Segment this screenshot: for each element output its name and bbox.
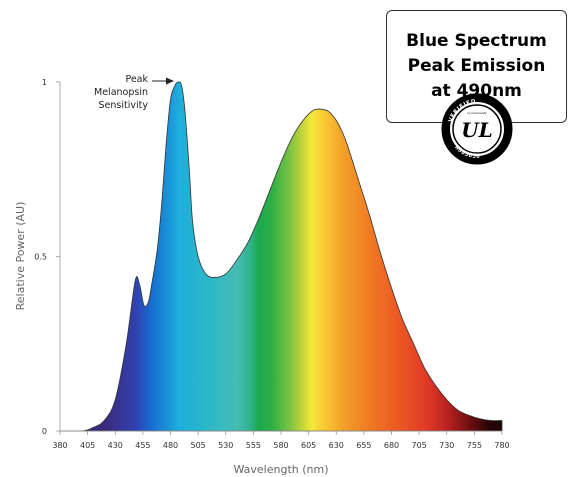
x-tick-label: 755 [467, 441, 482, 450]
badge-ring [442, 94, 512, 164]
badge-small-text: ul.com/verify [467, 111, 487, 115]
spectrum-area [60, 81, 503, 432]
x-tick-label: 405 [80, 441, 95, 450]
x-ticks: 380 405 430 455 480 505 530 555 580 605 630 655 680 7… [52, 431, 510, 450]
y-tick-label: 1 [42, 78, 47, 87]
badge-inner [452, 104, 502, 154]
callout-line-3: at 490nm [431, 81, 522, 101]
annotation-line-3: Sensitivity [99, 100, 149, 111]
x-tick-label: 380 [52, 441, 67, 450]
ul-verified-badge: VERIFIED A803650 ul.com/verify UL [441, 93, 513, 165]
x-tick-label: 705 [411, 441, 426, 450]
y-ticks: 00.51 [34, 78, 60, 436]
x-axis-title: Wavelength (nm) [233, 463, 328, 476]
x-tick-label: 680 [384, 441, 399, 450]
x-tick-label: 480 [163, 441, 178, 450]
annotation-line-2: Melanopsin [94, 87, 148, 98]
peak-annotation: Peak Melanopsin Sensitivity [94, 74, 174, 111]
x-tick-label: 655 [356, 441, 371, 450]
y-axis-title: Relative Power (AU) [14, 202, 27, 311]
callout-line-2: Peak Emission [407, 56, 546, 76]
annotation-line-1: Peak [125, 74, 148, 85]
x-tick-label: 605 [301, 441, 316, 450]
ul-logo-text: UL [461, 118, 493, 142]
x-tick-label: 505 [190, 441, 205, 450]
x-tick-label: 780 [494, 441, 509, 450]
x-tick-label: 555 [246, 441, 261, 450]
x-tick-label: 580 [273, 441, 288, 450]
x-tick-label: 455 [135, 441, 150, 450]
x-tick-label: 630 [329, 441, 344, 450]
x-tick-label: 530 [218, 441, 233, 450]
y-tick-label: 0 [42, 427, 47, 436]
callout-line-1: Blue Spectrum [406, 31, 547, 51]
y-tick-label: 0.5 [34, 253, 47, 262]
x-tick-label: 430 [108, 441, 123, 450]
x-tick-label: 730 [439, 441, 454, 450]
annotation-arrowhead [166, 77, 174, 85]
